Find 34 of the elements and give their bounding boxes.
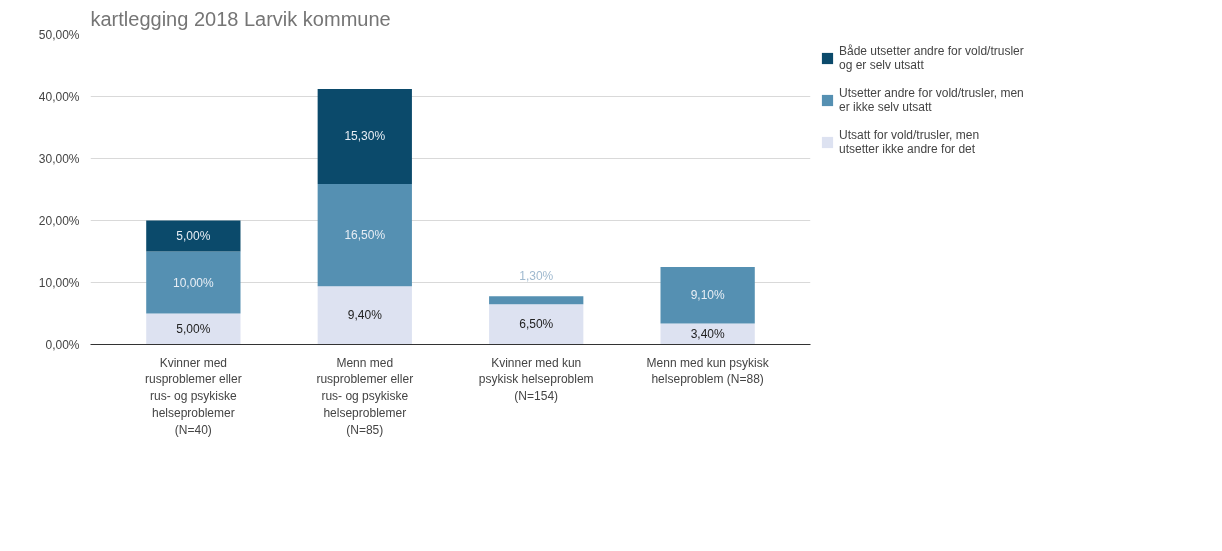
data-label: 15,30% [344, 129, 386, 144]
data-label: 9,10% [690, 288, 725, 303]
chart-title: kartlegging 2018 Larvik kommune [90, 7, 391, 30]
legend-label: Utsetter andre for vold/trusler, men er ikke selv utsatt [839, 86, 1024, 114]
y-tick-label: 30,00% [38, 151, 80, 166]
data-label: 9,40% [347, 308, 383, 323]
legend-label: Både utsetter andre for vold/trusler og er selv utsatt [839, 44, 1024, 72]
y-tick-label: 0,00% [45, 337, 80, 352]
data-label: 5,00% [176, 322, 211, 336]
data-label: 16,50% [344, 228, 386, 243]
bar [317, 183, 412, 287]
bar [660, 267, 755, 324]
y-tick-label: 10,00% [38, 275, 80, 290]
y-tick-label: 50,00% [38, 27, 80, 42]
x-tick-label: Kvinner med kun psykisk helseproblem (N=154) [478, 355, 594, 404]
bar [489, 296, 584, 305]
bar [146, 220, 241, 252]
data-label: 6,50% [519, 317, 554, 332]
bar [146, 313, 241, 345]
x-tick-label: Menn med kun psykisk helseproblem (N=88) [646, 355, 770, 387]
bar [317, 286, 412, 345]
x-tick-label: Menn med rusproblemer eller rus- og psykiske helseproblemer (N=85) [316, 355, 414, 437]
data-label: 10,00% [173, 275, 215, 290]
y-tick-label: 20,00% [38, 213, 80, 228]
data-label: 1,30% [519, 269, 554, 284]
bar [489, 304, 584, 345]
bar [317, 89, 412, 184]
y-tick-label: 40,00% [38, 89, 80, 104]
x-tick-label: Kvinner med rusproblemer eller rus- og psykiske helseproblemer (N=40) [145, 355, 242, 437]
data-label: 5,00% [176, 229, 211, 243]
data-label: 3,40% [690, 326, 725, 341]
bar [146, 251, 241, 314]
legend-label: Utsatt for vold/trusler, men utsetter ikke andre for det [839, 128, 980, 156]
bar [660, 323, 755, 345]
